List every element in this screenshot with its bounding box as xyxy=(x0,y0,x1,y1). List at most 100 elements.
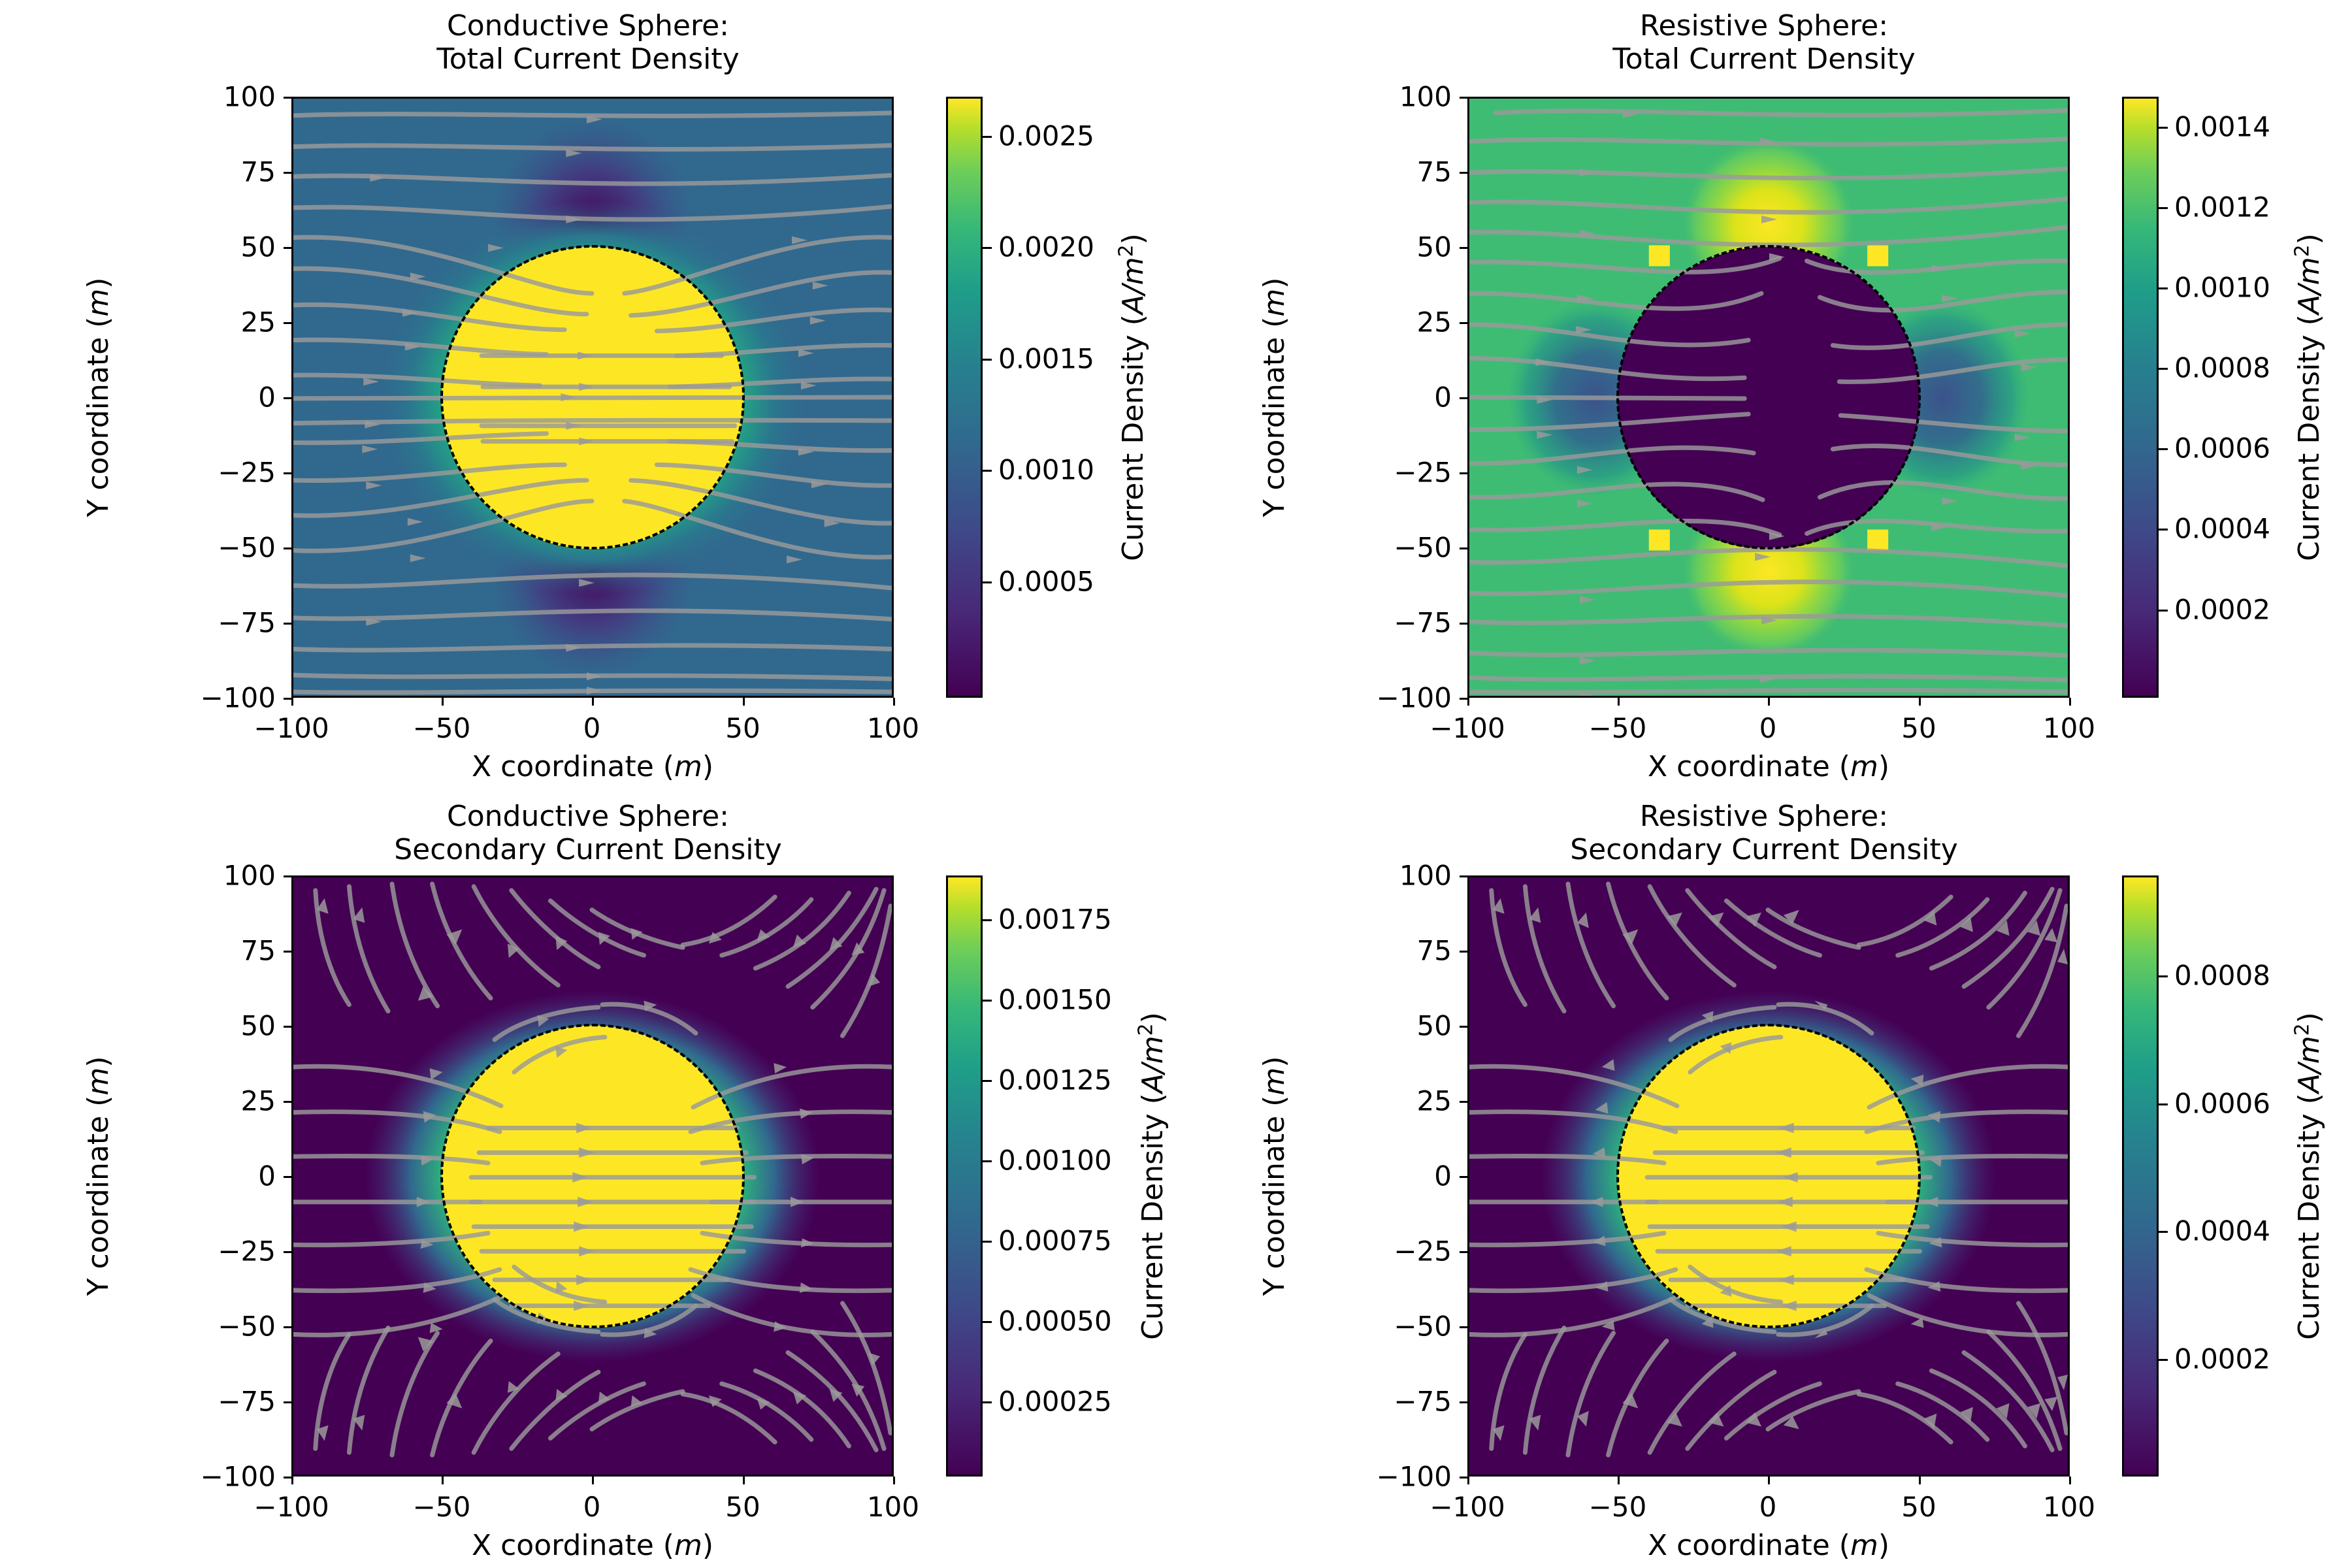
y-tick-label: −50 xyxy=(218,1310,276,1343)
x-tick-label: −50 xyxy=(412,1491,471,1523)
colorbar-tick-label: 0.0005 xyxy=(998,565,1094,598)
plot-area-conductive-total[interactable] xyxy=(291,97,894,698)
colorbar-tick-label: 0.0004 xyxy=(2174,512,2270,545)
x-tick-label: 50 xyxy=(1901,1491,1936,1523)
y-tick-label: 0 xyxy=(1434,381,1452,414)
colorbar-conductive-secondary[interactable] xyxy=(946,875,983,1477)
plot-area-resistive-secondary[interactable] xyxy=(1467,875,2070,1477)
x-tick-label: −100 xyxy=(1429,1491,1505,1523)
y-tick-label: 50 xyxy=(240,231,276,263)
y-tick-label: −50 xyxy=(218,531,276,564)
y-tick-label: 0 xyxy=(1434,1160,1452,1192)
plot-area-conductive-secondary[interactable] xyxy=(291,875,894,1477)
y-tick-label: 0 xyxy=(258,381,276,414)
colorbar-tick-label: 0.0006 xyxy=(2174,432,2270,465)
y-tick-label: 75 xyxy=(1416,155,1452,188)
colorbar-tick-label: 0.00100 xyxy=(998,1144,1112,1177)
panel-title: Resistive Sphere: Total Current Density xyxy=(1612,9,1916,76)
x-tick-label: 50 xyxy=(725,712,760,744)
panel-conductive-secondary: Conductive Sphere: Secondary Current Den… xyxy=(0,784,1176,1568)
x-tick-label: −50 xyxy=(1588,712,1647,744)
colorbar-tick-label: 0.0002 xyxy=(2174,593,2270,626)
colorbar-conductive-total[interactable] xyxy=(946,97,983,698)
y-tick-label: −100 xyxy=(200,1460,276,1493)
y-tick-label: 25 xyxy=(1416,306,1452,338)
y-tick-label: 25 xyxy=(1416,1085,1452,1117)
x-tick-label: −50 xyxy=(1588,1491,1647,1523)
y-tick-label: 100 xyxy=(223,80,276,113)
colorbar-tick-label: 0.00175 xyxy=(998,903,1112,936)
x-tick-label: 0 xyxy=(583,712,601,744)
x-tick-label: 0 xyxy=(1759,712,1777,744)
y-tick-label: 75 xyxy=(240,155,276,188)
y-tick-label: −25 xyxy=(218,456,276,489)
y-axis-label: Y coordinate (m) xyxy=(1258,1056,1291,1296)
x-axis-label: X coordinate (m) xyxy=(471,750,713,783)
y-tick-label: −100 xyxy=(1376,681,1452,714)
streamlines xyxy=(1469,881,2068,1458)
y-tick-label: −75 xyxy=(1394,1385,1452,1418)
streamlines xyxy=(293,881,892,1458)
y-tick-label: 0 xyxy=(258,1160,276,1192)
colorbar-tick-label: 0.0020 xyxy=(998,231,1094,263)
y-tick-label: 100 xyxy=(223,859,276,892)
colorbar-resistive-total[interactable] xyxy=(2122,97,2159,698)
x-tick-label: −50 xyxy=(412,712,471,744)
colorbar-label: Current Density (A/m2) xyxy=(2291,233,2326,561)
y-tick-label: −50 xyxy=(1394,1310,1452,1343)
y-tick-label: −75 xyxy=(1394,606,1452,639)
x-tick-label: 100 xyxy=(2042,712,2096,744)
colorbar-tick-label: 0.00025 xyxy=(998,1385,1112,1418)
y-tick-label: 50 xyxy=(1416,231,1452,263)
colorbar-tick-label: 0.0002 xyxy=(2174,1343,2270,1375)
panel-resistive-secondary: Resistive Sphere: Secondary Current Dens… xyxy=(1176,784,2352,1568)
y-tick-label: 25 xyxy=(240,1085,276,1117)
colorbar-tick-label: 0.0004 xyxy=(2174,1215,2270,1247)
x-tick-label: −100 xyxy=(253,1491,329,1523)
x-axis-label: X coordinate (m) xyxy=(471,1529,713,1562)
y-tick-label: 25 xyxy=(240,306,276,338)
plot-area-resistive-total[interactable] xyxy=(1467,97,2070,698)
x-tick-label: 0 xyxy=(583,1491,601,1523)
colorbar-tick-label: 0.00050 xyxy=(998,1305,1112,1337)
y-tick-label: 75 xyxy=(1416,934,1452,967)
colorbar-label: Current Density (A/m2) xyxy=(2291,1012,2326,1340)
x-tick-label: 100 xyxy=(866,1491,920,1523)
colorbar-tick-label: 0.0010 xyxy=(2174,271,2270,304)
y-tick-label: −50 xyxy=(1394,531,1452,564)
x-tick-label: 50 xyxy=(1901,712,1936,744)
panel-title: Resistive Sphere: Secondary Current Dens… xyxy=(1570,800,1958,867)
streamlines xyxy=(1469,108,2068,696)
colorbar-tick-label: 0.0010 xyxy=(998,453,1094,486)
colorbar-tick-label: 0.0025 xyxy=(998,120,1094,152)
colorbar-tick-label: 0.00075 xyxy=(998,1224,1112,1257)
colorbar-tick-label: 0.0015 xyxy=(998,342,1094,375)
colorbar-resistive-secondary[interactable] xyxy=(2122,875,2159,1477)
y-tick-label: 50 xyxy=(1416,1009,1452,1042)
colorbar-tick-label: 0.0014 xyxy=(2174,110,2270,143)
y-tick-label: −100 xyxy=(200,681,276,714)
x-axis-label: X coordinate (m) xyxy=(1647,1529,1889,1562)
y-tick-label: 100 xyxy=(1399,859,1452,892)
y-tick-label: −100 xyxy=(1376,1460,1452,1493)
y-tick-label: 50 xyxy=(240,1009,276,1042)
colorbar-tick-label: 0.00150 xyxy=(998,983,1112,1016)
x-tick-label: 50 xyxy=(725,1491,760,1523)
y-tick-label: 75 xyxy=(240,934,276,967)
x-tick-label: −100 xyxy=(1429,712,1505,744)
y-axis-label: Y coordinate (m) xyxy=(82,277,115,517)
x-axis-label: X coordinate (m) xyxy=(1647,750,1889,783)
y-axis-label: Y coordinate (m) xyxy=(82,1056,115,1296)
colorbar-tick-label: 0.0006 xyxy=(2174,1087,2270,1120)
y-tick-label: −75 xyxy=(218,606,276,639)
x-tick-label: −100 xyxy=(253,712,329,744)
x-tick-label: 0 xyxy=(1759,1491,1777,1523)
colorbar-tick-label: 0.0008 xyxy=(2174,959,2270,992)
y-tick-label: 100 xyxy=(1399,80,1452,113)
colorbar-tick-label: 0.0008 xyxy=(2174,351,2270,384)
x-tick-label: 100 xyxy=(866,712,920,744)
y-tick-label: −25 xyxy=(1394,1235,1452,1267)
colorbar-tick-label: 0.00125 xyxy=(998,1064,1112,1096)
streamlines xyxy=(293,110,892,695)
